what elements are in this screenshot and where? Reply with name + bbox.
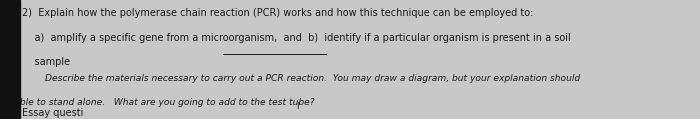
Text: Essay questi: Essay questi xyxy=(22,108,84,118)
Text: Describe the materials necessary to carry out a PCR reaction.  You may draw a di: Describe the materials necessary to carr… xyxy=(22,74,580,83)
Text: sample: sample xyxy=(22,57,71,67)
Text: a)  amplify a specific gene from a microorganism,  and  b)  identify if a partic: a) amplify a specific gene from a microo… xyxy=(22,33,571,43)
Bar xyxy=(0,0,20,119)
Text: 2)  Explain how the polymerase chain reaction (PCR) works and how this technique: 2) Explain how the polymerase chain reac… xyxy=(22,8,534,18)
Text: I: I xyxy=(296,102,299,111)
Text: be able to stand alone.   What are you going to add to the test tube?: be able to stand alone. What are you goi… xyxy=(0,98,314,107)
